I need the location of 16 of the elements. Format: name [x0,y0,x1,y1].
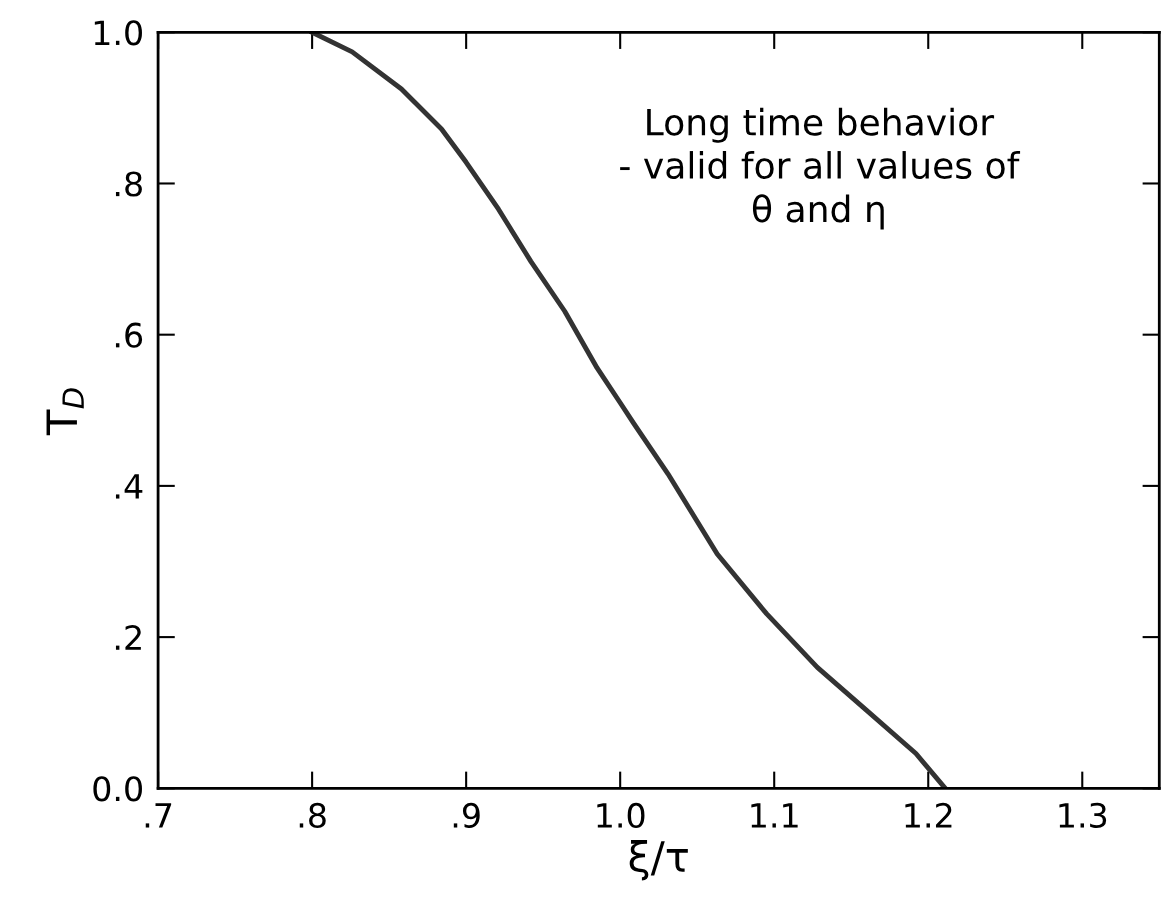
x-axis-title: ξ/τ [629,840,688,881]
y-tick-label: .6 [115,322,143,348]
x-tick-label: .9 [453,802,480,828]
x-tick-label: .8 [299,802,326,828]
x-tick-label: 1.1 [751,803,798,828]
y-tick-label: 1.0 [94,20,142,46]
x-tick-label: 1.2 [905,802,952,828]
y-tick-label: 0.0 [93,776,142,802]
x-tick-label: .7 [145,803,172,828]
y-tick-label: .4 [115,474,143,499]
x-tick-label: 1.0 [597,802,645,828]
y-axis-title: T$_{D}$ [46,388,84,436]
annotation: Long time behavior - valid for all values of θ and η [620,107,1021,230]
x-tick-label: 1.3 [1059,802,1107,828]
y-tick-label: .2 [115,625,141,650]
y-tick-label: .8 [115,171,142,197]
